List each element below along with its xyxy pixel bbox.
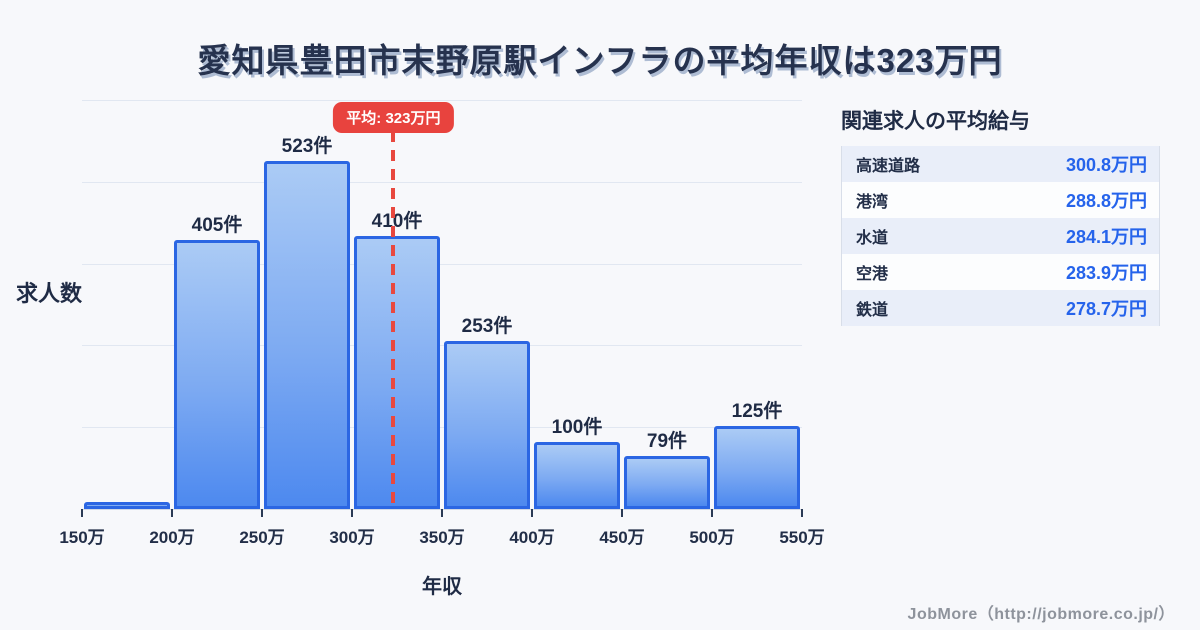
credit-text: JobMore（http://jobmore.co.jp/） — [907, 606, 1175, 623]
bar-value-label: 79件 — [646, 431, 688, 452]
page-title: 愛知県豊田市末野原駅インフラの平均年収は323万円 — [197, 42, 1003, 79]
gridline — [82, 427, 802, 429]
bar-400万-450万 — [534, 442, 620, 509]
related-job-row: 水道 284.1万円 — [842, 218, 1159, 254]
x-tick-label: 150万 — [59, 528, 105, 547]
x-tick — [531, 509, 533, 517]
bar-value-label: 405件 — [191, 215, 243, 236]
bar-250万-300万 — [264, 161, 350, 509]
gridline — [82, 100, 802, 101]
mean-dashed-line — [391, 131, 396, 509]
x-tick — [81, 509, 83, 517]
job-salary-value: 300.8万円 — [1065, 155, 1147, 175]
job-category-label: 港湾 — [856, 194, 889, 211]
job-salary-value: 288.8万円 — [1065, 191, 1147, 211]
related-job-row: 空港 283.9万円 — [842, 254, 1159, 290]
bar-value-label: 125件 — [731, 401, 783, 422]
gridline — [82, 181, 802, 183]
gridline — [82, 263, 802, 265]
x-tick — [261, 509, 263, 517]
y-axis-label: 求人数 — [16, 281, 83, 306]
x-tick — [171, 509, 173, 517]
job-category-label: 鉄道 — [856, 302, 889, 319]
x-tick-label: 250万 — [239, 528, 285, 547]
bar-300万-350万 — [354, 236, 440, 509]
x-tick — [351, 509, 353, 517]
mean-value-badge: 平均: 323万円 — [333, 102, 454, 133]
x-tick-label: 200万 — [149, 528, 195, 547]
bar-350万-400万 — [444, 341, 530, 509]
bar-value-label: 253件 — [461, 316, 513, 337]
bar-200万-250万 — [174, 240, 260, 509]
x-tick-label: 550万 — [779, 528, 825, 547]
job-category-label: 水道 — [856, 230, 889, 247]
bar-150万-200万 — [84, 502, 170, 509]
related-job-row: 港湾 288.8万円 — [842, 182, 1159, 218]
bar-500万-550万 — [714, 426, 800, 509]
bar-value-label: 523件 — [281, 136, 333, 157]
job-salary-value: 278.7万円 — [1065, 299, 1147, 319]
x-tick-label: 500万 — [689, 528, 735, 547]
job-category-label: 空港 — [856, 266, 889, 283]
related-jobs-table: 高速道路 300.8万円港湾 288.8万円水道 284.1万円空港 283.9万円鉄道… — [841, 146, 1160, 326]
bar-value-label: 410件 — [371, 211, 423, 232]
job-salary-value: 284.1万円 — [1065, 227, 1147, 247]
related-jobs-heading: 関連求人の平均給与 — [841, 110, 1030, 133]
x-tick — [441, 509, 443, 517]
bar-value-label: 100件 — [551, 417, 603, 438]
related-job-row: 鉄道 278.7万円 — [842, 290, 1159, 326]
job-category-label: 高速道路 — [856, 158, 921, 175]
x-tick — [711, 509, 713, 517]
x-tick-label: 450万 — [599, 528, 645, 547]
x-tick-label: 350万 — [419, 528, 465, 547]
gridline — [82, 345, 802, 347]
x-tick-label: 300万 — [329, 528, 375, 547]
job-salary-value: 283.9万円 — [1065, 263, 1147, 283]
x-tick-label: 400万 — [509, 528, 555, 547]
related-job-row: 高速道路 300.8万円 — [842, 146, 1159, 182]
x-tick — [621, 509, 623, 517]
bar-450万-500万 — [624, 456, 710, 509]
x-axis-label: 年収 — [422, 576, 462, 598]
x-tick — [801, 509, 803, 517]
